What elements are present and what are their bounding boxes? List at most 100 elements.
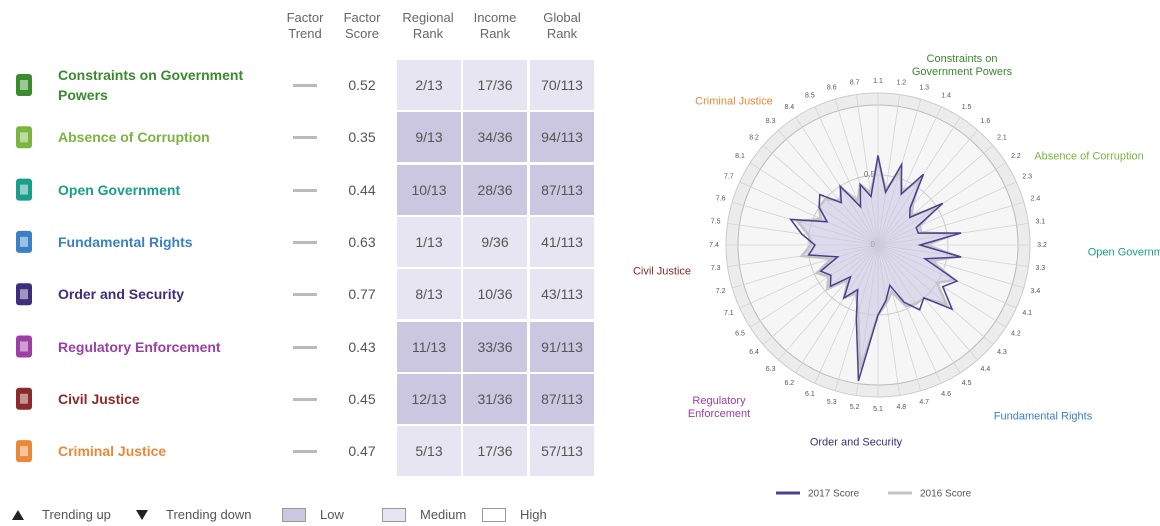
rank-cell: 91/113	[530, 321, 594, 372]
rank-cell: 10/13	[397, 164, 461, 215]
column-header: Global Rank	[543, 10, 581, 41]
spoke-label: 7.7	[724, 174, 734, 181]
spoke-label: 8.7	[850, 80, 860, 87]
spoke-label: 1.6	[981, 118, 991, 125]
spoke-label: 8.3	[766, 118, 776, 125]
trend-dash	[293, 397, 317, 401]
spoke-label: 1.5	[962, 104, 972, 111]
score-cell: 0.44	[348, 181, 376, 198]
spoke-label: 8.4	[784, 104, 794, 111]
rank-cell: 87/113	[530, 164, 594, 215]
spoke-label: 7.1	[724, 310, 734, 317]
factor-icon-detail	[20, 132, 28, 143]
spoke-label: 4.8	[896, 404, 906, 411]
column-header: Factor Score	[343, 10, 381, 41]
legend-swatch	[382, 508, 406, 522]
spoke-label: 3.2	[1037, 242, 1047, 249]
spoke-label: 5.3	[827, 399, 837, 406]
legend-label: 2017 Score	[808, 489, 860, 500]
column-header: Income Rank	[473, 10, 517, 41]
spoke-label: 7.5	[711, 219, 721, 226]
series-line	[789, 155, 962, 382]
rank-cell: 94/113	[530, 112, 594, 163]
trend-dash	[293, 84, 317, 87]
spoke-label: 5.2	[850, 404, 860, 411]
factor-axis-label: Constraints on Government Powers	[911, 53, 1013, 78]
rank-cell: 12/13	[397, 373, 461, 424]
factor-name: Constraints on Government Powers	[58, 67, 244, 103]
factor-name: Absence of Corruption	[58, 129, 210, 146]
column-header: Regional Rank	[402, 10, 454, 41]
trend-dash	[293, 450, 317, 454]
rank-cell: 11/13	[397, 321, 461, 372]
rank-cell: 5/13	[397, 426, 461, 477]
spoke-label: 2.2	[1011, 153, 1021, 160]
rank-cell: 17/36	[463, 60, 527, 110]
trend-dash	[293, 136, 317, 140]
column-header: Factor Trend	[286, 10, 324, 41]
rank-cell: 28/36	[463, 164, 527, 215]
rank-cell: 17/36	[463, 426, 527, 477]
factor-name: Fundamental Rights	[58, 233, 193, 250]
spoke-label: 4.5	[962, 380, 972, 387]
spoke-label: 1.2	[896, 80, 906, 87]
factor-icon-detail	[20, 341, 28, 352]
score-cell: 0.35	[348, 129, 376, 146]
score-cell: 0.77	[348, 286, 376, 303]
trend-dash	[293, 345, 317, 349]
rank-cell: 1/13	[397, 216, 461, 267]
spoke-label: 4.2	[1011, 331, 1021, 338]
factor-icon-detail	[20, 393, 28, 404]
spoke-label: 7.2	[716, 288, 726, 295]
factor-axis-label: Absence of Corruption	[1034, 150, 1144, 163]
factor-icon-detail	[20, 446, 28, 457]
spoke-label: 8.5	[805, 93, 815, 100]
spoke-label: 4.7	[919, 399, 929, 406]
factor-axis-label: Fundamental Rights	[993, 410, 1093, 423]
legend-label: Low	[320, 507, 344, 522]
factor-icon-detail	[20, 289, 28, 300]
factor-name: Order and Security	[58, 286, 185, 303]
factor-name: Criminal Justice	[58, 443, 167, 460]
spoke-label: 2.4	[1030, 196, 1040, 203]
score-cell: 0.43	[348, 338, 376, 355]
rank-cell: 2/13	[397, 60, 461, 110]
factor-name: Open Government	[58, 181, 181, 198]
spoke-label: 4.3	[997, 349, 1007, 356]
spoke-label: 1.1	[873, 78, 883, 85]
factor-icon-detail	[20, 184, 28, 195]
trend-dash	[293, 293, 317, 297]
rank-cell: 70/113	[530, 60, 594, 110]
legend-label: Trending up	[42, 507, 111, 522]
factor-axis-label: Criminal Justice	[695, 95, 773, 108]
score-cell: 0.45	[348, 390, 376, 407]
rank-cell: 87/113	[530, 373, 594, 424]
score-cell: 0.63	[348, 233, 376, 250]
rank-cell: 43/113	[530, 269, 594, 320]
spoke-label: 4.1	[1022, 310, 1032, 317]
factor-icon-detail	[20, 80, 28, 90]
spoke-label: 1.4	[941, 93, 951, 100]
factor-axis-label: Order and Security	[809, 436, 903, 449]
factor-name: Civil Justice	[58, 390, 140, 407]
legend-swatch	[482, 508, 506, 522]
factor-axis-label: Regulatory Enforcement	[687, 395, 751, 420]
rank-cell: 8/13	[397, 269, 461, 320]
trend-up-icon	[12, 510, 24, 520]
trend-dash	[293, 188, 317, 192]
spoke-label: 1.3	[919, 84, 929, 91]
score-cell: 0.52	[348, 77, 376, 93]
spoke-label: 8.1	[735, 153, 745, 160]
spoke-label: 3.1	[1035, 219, 1045, 226]
factor-axis-label: Open Government	[1087, 246, 1160, 259]
spoke-label: 6.4	[749, 349, 759, 356]
r-tick-label: 0.5	[864, 170, 876, 179]
spoke-label: 8.2	[749, 134, 759, 141]
spoke-label: 8.6	[827, 84, 837, 91]
score-cell: 0.47	[348, 443, 376, 460]
legend-swatch	[282, 508, 306, 522]
legend-label: Medium	[420, 507, 467, 522]
spoke-label: 3.3	[1035, 265, 1045, 272]
